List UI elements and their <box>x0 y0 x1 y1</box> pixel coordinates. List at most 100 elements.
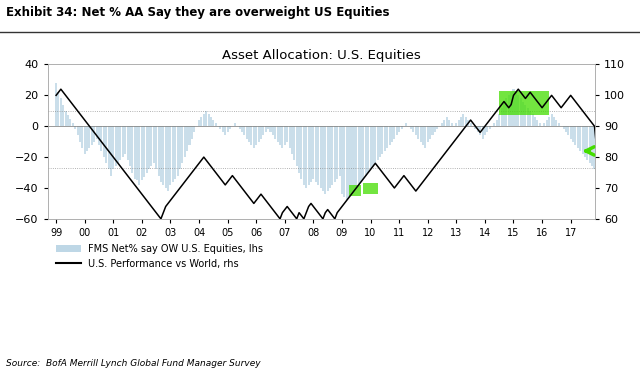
Bar <box>65 111 67 126</box>
Bar <box>239 126 241 129</box>
Bar <box>508 95 509 126</box>
Bar <box>589 126 591 163</box>
Bar <box>138 126 141 185</box>
Bar <box>141 126 143 180</box>
Bar <box>250 126 252 145</box>
Bar <box>434 126 436 132</box>
Bar <box>276 126 278 142</box>
Bar <box>127 126 129 160</box>
Bar <box>324 126 326 194</box>
Bar <box>79 126 81 142</box>
Bar <box>582 126 584 154</box>
Bar <box>308 126 310 185</box>
Bar <box>565 126 567 132</box>
Bar <box>88 126 90 148</box>
Bar <box>81 126 83 148</box>
Bar <box>369 126 372 169</box>
Bar <box>527 108 529 126</box>
Bar <box>67 115 69 126</box>
Bar <box>253 126 255 148</box>
Bar <box>84 126 86 154</box>
Bar <box>243 126 245 135</box>
Bar <box>567 126 570 135</box>
Bar <box>310 126 312 182</box>
Bar <box>222 126 224 132</box>
Bar <box>260 126 262 139</box>
Bar <box>467 120 469 126</box>
Bar <box>77 126 79 135</box>
Bar <box>155 126 157 169</box>
Bar <box>463 114 465 126</box>
Bar <box>291 126 293 154</box>
Bar <box>248 126 250 142</box>
Bar <box>384 126 386 151</box>
Bar <box>203 114 205 126</box>
Bar <box>312 126 314 179</box>
Bar <box>100 126 102 151</box>
Bar <box>579 126 581 151</box>
Bar <box>458 120 460 126</box>
Bar <box>122 126 124 157</box>
Bar <box>372 126 374 166</box>
Bar <box>255 126 257 145</box>
Bar <box>543 123 545 126</box>
Bar <box>262 126 264 135</box>
Bar <box>229 126 231 129</box>
Bar <box>506 98 508 126</box>
Bar <box>279 126 281 145</box>
Bar <box>470 123 472 126</box>
Bar <box>293 126 295 160</box>
Bar <box>556 120 557 126</box>
Bar <box>153 126 155 163</box>
Bar <box>174 126 176 179</box>
Bar <box>570 126 572 139</box>
Bar <box>336 126 338 179</box>
Bar <box>381 126 383 154</box>
Bar <box>422 126 424 145</box>
Bar <box>489 126 491 129</box>
Bar <box>365 126 367 176</box>
Bar <box>150 126 152 166</box>
Bar <box>134 126 136 179</box>
Bar <box>532 114 534 126</box>
Bar <box>563 126 564 129</box>
Bar <box>451 123 452 126</box>
Bar <box>189 126 191 145</box>
Bar <box>246 126 248 139</box>
Bar <box>275 126 276 139</box>
Bar <box>200 117 202 126</box>
Bar <box>72 123 74 126</box>
Bar <box>591 126 593 166</box>
Bar <box>172 126 174 182</box>
Bar <box>108 126 109 169</box>
Bar <box>131 126 133 173</box>
Bar <box>474 126 476 129</box>
Bar <box>343 126 346 197</box>
Bar <box>136 126 138 180</box>
Bar <box>146 126 148 173</box>
Title: Asset Allocation: U.S. Equities: Asset Allocation: U.S. Equities <box>222 49 420 62</box>
Bar <box>584 126 586 157</box>
Bar <box>522 101 524 126</box>
Bar <box>444 120 445 126</box>
Bar <box>117 126 119 163</box>
Bar <box>74 126 76 129</box>
Bar <box>364 183 378 194</box>
Bar <box>224 126 227 135</box>
Bar <box>339 126 340 176</box>
Bar <box>157 126 159 176</box>
Bar <box>410 126 412 129</box>
Bar <box>510 92 512 126</box>
Bar <box>575 126 577 145</box>
Text: Exhibit 34: Net % AA Say they are overweight US Equities: Exhibit 34: Net % AA Say they are overwe… <box>6 6 390 18</box>
Bar <box>265 126 267 132</box>
Bar <box>160 126 162 182</box>
Bar <box>412 126 415 132</box>
Bar <box>282 126 284 148</box>
Bar <box>515 92 517 126</box>
Bar <box>334 126 336 182</box>
Bar <box>427 126 429 142</box>
Bar <box>98 126 100 145</box>
Bar <box>163 126 164 185</box>
Bar <box>572 126 574 142</box>
